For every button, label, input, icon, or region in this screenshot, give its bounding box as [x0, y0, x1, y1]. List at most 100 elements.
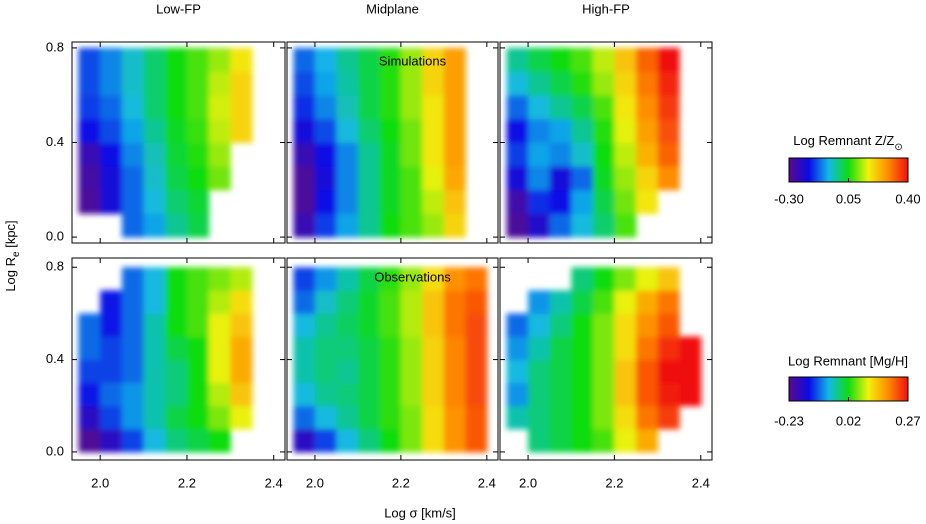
heatmap-cell — [165, 47, 188, 73]
heatmap-cell — [400, 95, 423, 120]
y-tick-label: 0.8 — [46, 39, 64, 54]
heatmap-cell — [230, 336, 253, 361]
heatmap-cell — [336, 166, 359, 191]
heatmap-cell — [528, 405, 551, 430]
heatmap-cell — [379, 213, 402, 238]
heatmap-cell — [592, 359, 615, 384]
heatmap-cell — [186, 213, 210, 238]
heatmap-cell — [528, 213, 551, 238]
heatmap-cell — [165, 213, 188, 238]
heatmap-cell — [636, 428, 659, 453]
heatmap-cell — [400, 71, 423, 96]
heatmap-cell — [357, 382, 380, 407]
heatmap-cell — [636, 382, 659, 407]
heatmap-cell — [657, 118, 680, 143]
heatmap-cell — [549, 166, 572, 191]
heatmap-cell — [422, 382, 445, 407]
heatmap-cell — [379, 189, 402, 214]
heatmap-cell — [143, 428, 166, 453]
panel-clip-group — [506, 267, 702, 453]
heatmap-cell — [78, 189, 101, 214]
heatmap-cell — [121, 189, 145, 214]
heatmap-cell — [143, 313, 166, 337]
heatmap-cell — [100, 95, 123, 120]
heatmap-cell — [549, 336, 572, 361]
heatmap-cell — [465, 382, 488, 407]
heatmap-cell — [336, 359, 359, 384]
heatmap-cell — [549, 359, 572, 384]
y-tick-label: 0.4 — [46, 134, 64, 149]
heatmap-cell — [614, 166, 637, 191]
heatmap-cell — [78, 359, 101, 384]
heatmap-cell — [143, 95, 166, 120]
heatmap-cell — [549, 382, 572, 407]
heatmap-cell — [422, 95, 445, 120]
heatmap — [293, 267, 488, 453]
heatmap-cell — [657, 47, 680, 73]
heatmap-cell — [571, 95, 594, 120]
heatmap-cell — [357, 95, 380, 120]
heatmap-cell — [165, 428, 188, 453]
heatmap-cell — [293, 47, 316, 73]
panel-annotation: Simulations — [379, 53, 447, 68]
heatmap-cell — [336, 95, 359, 120]
heatmap-cell — [357, 213, 380, 238]
heatmap-cell — [143, 267, 166, 291]
heatmap-cell — [657, 313, 680, 337]
heatmap-cell — [592, 290, 615, 314]
heatmap-cell — [571, 189, 594, 214]
heatmap-cell — [614, 359, 637, 384]
heatmap-cell — [443, 95, 466, 120]
heatmap-cell — [165, 189, 188, 214]
heatmap-cell — [100, 189, 123, 214]
heatmap-cell — [186, 313, 210, 337]
panel-frame — [286, 257, 499, 461]
heatmap-cell — [528, 95, 551, 120]
heatmap-cell — [100, 336, 123, 361]
heatmap-cell — [679, 336, 702, 361]
heatmap-cell — [636, 313, 659, 337]
heatmap-cell — [121, 95, 145, 120]
heatmap-cell — [549, 71, 572, 96]
heatmap-cell — [379, 313, 402, 337]
heatmap-cell — [165, 142, 188, 167]
heatmap-cell — [314, 95, 337, 120]
heatmap-cell — [336, 313, 359, 337]
heatmap-cell — [230, 71, 253, 96]
heatmap-cell — [614, 405, 637, 430]
heatmap-cell — [165, 118, 188, 143]
heatmap-cell — [314, 313, 337, 337]
heatmap-cell — [357, 189, 380, 214]
heatmap-cell — [443, 359, 466, 384]
heatmap-cell — [400, 290, 423, 314]
heatmap-cell — [528, 359, 551, 384]
heatmap-cell — [208, 267, 231, 291]
heatmap-cell — [592, 47, 615, 73]
heatmap-cell — [465, 336, 488, 361]
heatmap-cell — [636, 189, 659, 214]
colorbar-tick-label: 0.05 — [836, 191, 861, 206]
heatmap-cell — [121, 118, 145, 143]
y-tick-label: 0.0 — [46, 229, 64, 244]
x-tick-label: 2.4 — [265, 475, 283, 490]
heatmap-cell — [186, 142, 210, 167]
heatmap-cell — [186, 47, 210, 73]
heatmap-cell — [186, 359, 210, 384]
heatmap-cell — [100, 118, 123, 143]
heatmap-cell — [208, 313, 231, 337]
y-axis-label-text: Log R — [3, 257, 18, 292]
heatmap-cell — [186, 382, 210, 407]
heatmap-cell — [143, 189, 166, 214]
heatmap-cell — [121, 71, 145, 96]
heatmap-cell — [78, 166, 101, 191]
heatmap-cell — [657, 359, 680, 384]
heatmap-cell — [422, 267, 445, 291]
heatmap-cell — [230, 359, 253, 384]
heatmap-cell — [443, 290, 466, 314]
heatmap-cell — [336, 428, 359, 453]
y-axis-label-sub: e — [11, 251, 22, 257]
heatmap-cell — [121, 405, 145, 430]
heatmap-cell — [465, 405, 488, 430]
heatmap-cell — [293, 142, 316, 167]
heatmap-cell — [636, 359, 659, 384]
